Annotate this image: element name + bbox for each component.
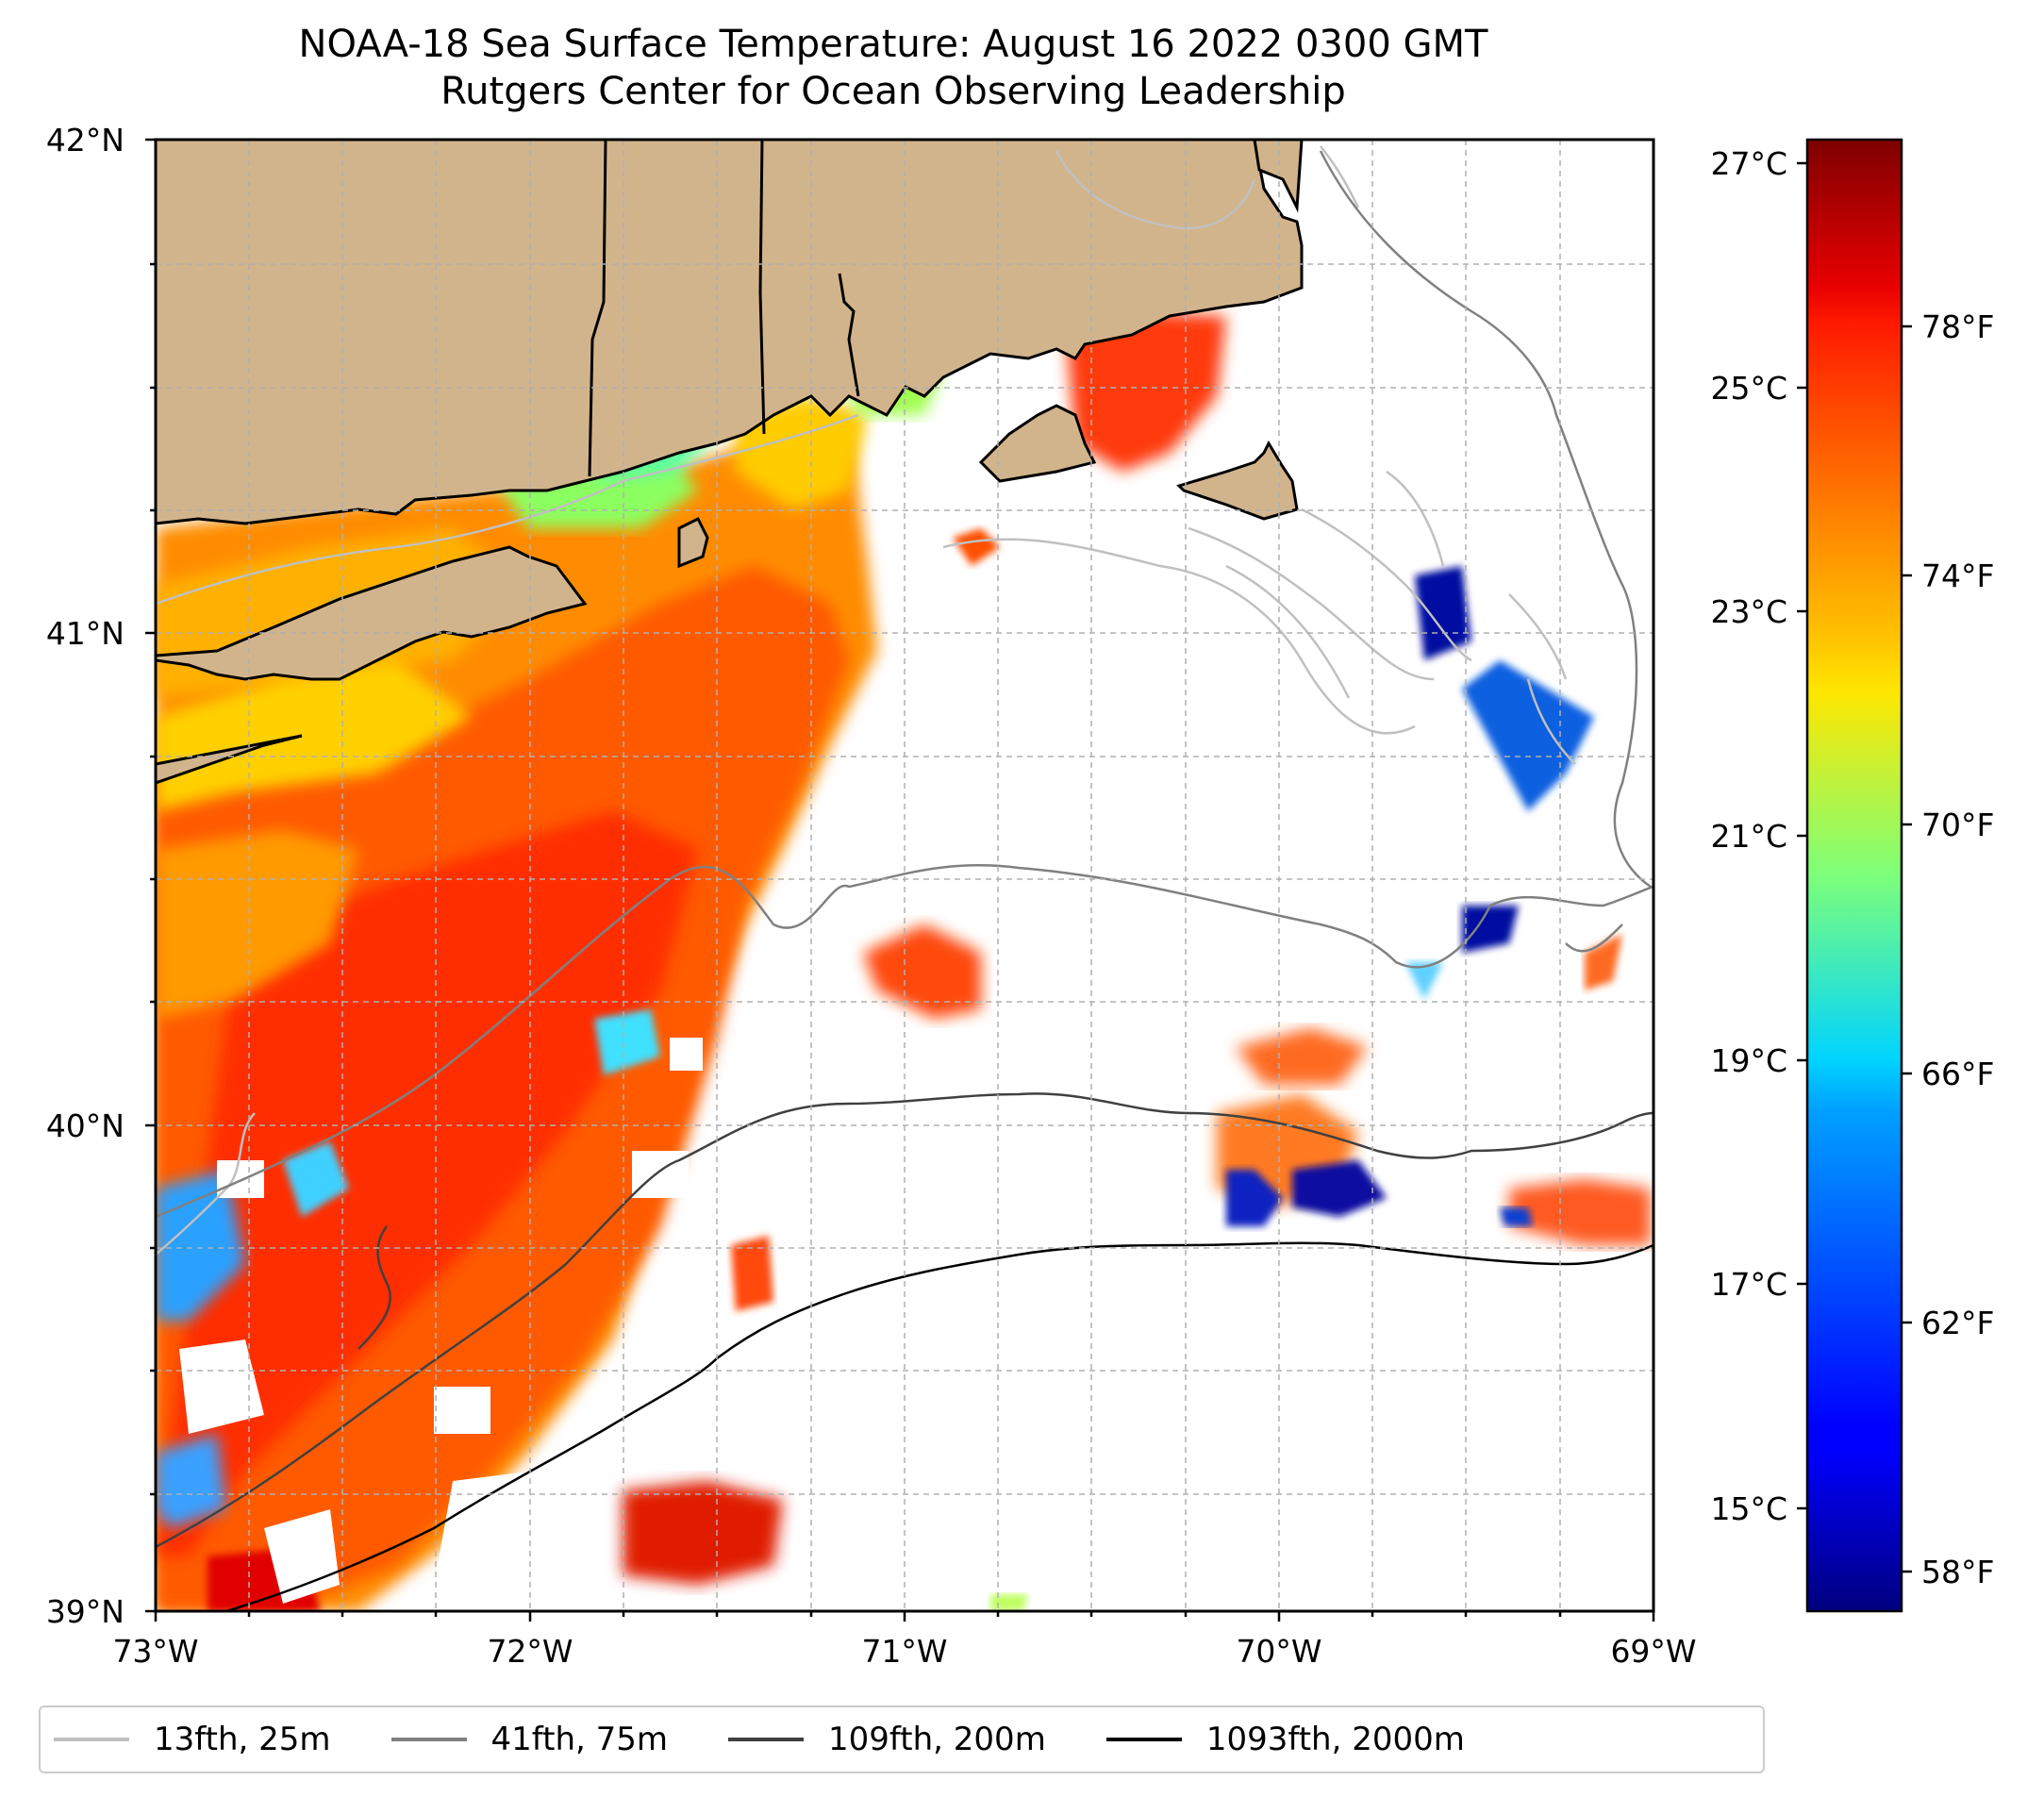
legend-item-200m: 109fth, 200m — [728, 1721, 1046, 1758]
legend-line-icon — [1105, 1738, 1182, 1741]
lon-label: 72°W — [487, 1633, 573, 1670]
contour-200m — [156, 1092, 1653, 1549]
colorbar-celsius-label: 19°C — [1710, 1042, 1787, 1079]
title-line-2: Rutgers Center for Ocean Observing Leade… — [440, 70, 1346, 113]
chart-title: NOAA-18 Sea Surface Temperature: August … — [0, 21, 1786, 115]
map-area — [156, 140, 1653, 1611]
colorbar-celsius-label: 15°C — [1710, 1490, 1787, 1527]
latitude-labels: 42°N 41°N 40°N 39°N — [46, 122, 125, 1630]
lat-label: 42°N — [46, 122, 125, 158]
legend-line-icon — [54, 1738, 129, 1741]
colorbar-fahrenheit-label: 58°F — [1921, 1554, 1994, 1590]
longitude-labels: 73°W 72°W 71°W 70°W 69°W — [112, 1633, 1696, 1670]
land — [156, 140, 1304, 785]
colorbar-celsius-label: 17°C — [1710, 1266, 1787, 1303]
colorbar-celsius-label: 27°C — [1710, 145, 1787, 182]
colorbar-celsius-label: 23°C — [1710, 593, 1787, 630]
colorbar-gradient — [1805, 138, 1903, 1613]
legend-label: 13fth, 25m — [154, 1721, 331, 1758]
contour-25m — [156, 145, 1576, 1256]
lat-label: 39°N — [46, 1593, 125, 1630]
colorbar-fahrenheit-label: 70°F — [1921, 807, 1994, 843]
legend-line-icon — [391, 1738, 467, 1741]
colorbar-fahrenheit-label: 66°F — [1921, 1056, 1994, 1092]
title-line-1: NOAA-18 Sea Surface Temperature: August … — [298, 23, 1488, 66]
contour-75m — [156, 150, 1653, 1219]
colorbar-fahrenheit-label: 62°F — [1921, 1305, 1994, 1341]
lon-label: 71°W — [861, 1633, 947, 1670]
depth-contour-legend: 13fth, 25m 41fth, 75m 109fth, 200m 1093f… — [39, 1705, 1765, 1773]
legend-item-75m: 41fth, 75m — [391, 1721, 669, 1758]
legend-label: 1093fth, 2000m — [1205, 1721, 1465, 1758]
axis-ticks — [145, 138, 1655, 1622]
lon-label: 70°W — [1236, 1633, 1321, 1670]
colorbar-celsius-label: 25°C — [1710, 370, 1787, 407]
state-borders — [588, 140, 860, 477]
colorbar-celsius-label: 21°C — [1710, 818, 1787, 855]
lon-label: 73°W — [112, 1633, 198, 1670]
colorbar: 27°C 25°C 23°C 21°C 19°C 17°C 15°C 78°F … — [1710, 138, 1994, 1613]
legend-line-icon — [728, 1738, 805, 1741]
legend-item-2000m: 1093fth, 2000m — [1105, 1721, 1465, 1758]
legend-label: 41fth, 75m — [490, 1721, 669, 1758]
lat-label: 41°N — [46, 615, 125, 652]
contour-2000m — [225, 1241, 1653, 1611]
colorbar-fahrenheit-label: 74°F — [1921, 557, 1994, 594]
lon-label: 69°W — [1610, 1633, 1696, 1670]
colorbar-fahrenheit-label: 78°F — [1921, 308, 1994, 345]
gridlines — [156, 140, 1653, 1611]
lat-label: 40°N — [46, 1107, 125, 1144]
legend-item-25m: 13fth, 25m — [54, 1721, 331, 1758]
legend-label: 109fth, 200m — [828, 1721, 1046, 1758]
